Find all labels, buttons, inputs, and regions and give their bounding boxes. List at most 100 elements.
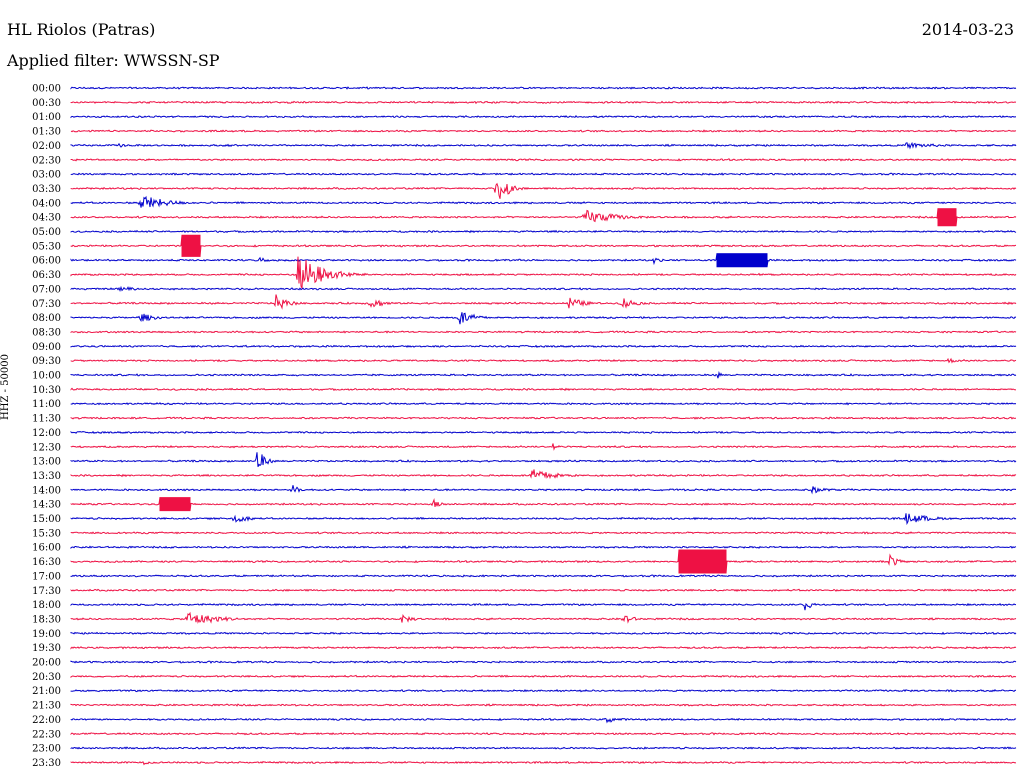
trace-row: [70, 330, 1017, 334]
row-time-label: 20:00: [32, 658, 61, 669]
date-label: 2014-03-23: [921, 20, 1014, 39]
trace-row: [70, 760, 1017, 766]
row-time-label: 19:30: [32, 643, 61, 654]
trace-row: [70, 229, 1017, 234]
row-time-label: 21:30: [32, 701, 61, 712]
trace-row: [70, 370, 1017, 379]
trace-row: [70, 545, 1017, 549]
trace-row: [70, 531, 1017, 535]
trace-row: [70, 182, 1017, 199]
trace-row: [70, 285, 1017, 292]
trace-row: [70, 256, 1017, 290]
channel-label: HHZ - 50000: [0, 354, 11, 420]
row-time-label: 13:00: [32, 457, 61, 468]
row-time-label: 18:00: [32, 600, 61, 611]
trace-row: [70, 631, 1017, 635]
row-time-label: 16:00: [32, 543, 61, 554]
trace-row: [70, 129, 1017, 133]
trace-row: [70, 100, 1017, 105]
row-time-label: 01:00: [32, 112, 61, 123]
trace-row: [70, 208, 1017, 227]
trace-row: [70, 443, 1017, 451]
row-time-label: 19:00: [32, 629, 61, 640]
row-time-label: 23:30: [32, 758, 61, 769]
trace-row: [70, 611, 1017, 624]
row-time-label: 00:00: [32, 84, 61, 95]
trace-row: [70, 344, 1017, 348]
row-time-label: 03:30: [32, 184, 61, 195]
row-time-label: 17:00: [32, 571, 61, 582]
row-time-label: 06:00: [32, 256, 61, 267]
trace-row: [70, 195, 1017, 208]
trace-row: [70, 746, 1017, 750]
trace-row: [70, 416, 1016, 420]
row-time-label: 12:00: [32, 428, 61, 439]
trace-row: [70, 485, 1017, 495]
trace-row: [70, 660, 1017, 664]
trace-row: [70, 717, 1017, 724]
row-time-label: 10:30: [32, 385, 61, 396]
trace-row: [70, 294, 1017, 310]
row-time-label: 06:30: [32, 270, 61, 281]
trace-row: [70, 549, 1017, 574]
trace-row: [70, 86, 1017, 90]
row-time-label: 20:30: [32, 672, 61, 683]
trace-row: [70, 387, 1017, 392]
row-time-label: 08:30: [32, 327, 61, 338]
row-time-label: 14:00: [32, 485, 61, 496]
row-time-label: 21:00: [32, 686, 61, 697]
row-time-label: 14:30: [32, 500, 61, 511]
trace-row: [70, 172, 1017, 176]
row-time-label: 04:30: [32, 213, 61, 224]
trace-row: [70, 401, 1017, 406]
trace-row: [70, 513, 1017, 526]
trace-row: [70, 312, 1017, 325]
trace-row: [70, 588, 1017, 592]
row-time-label: 10:00: [32, 371, 61, 382]
trace-row: [70, 141, 1017, 150]
trace-row: [70, 688, 1017, 693]
row-time-label: 11:30: [32, 414, 61, 425]
row-time-label: 07:30: [32, 299, 61, 310]
row-time-label: 23:00: [32, 744, 61, 755]
trace-row: [70, 497, 1017, 512]
trace-row: [70, 574, 1017, 578]
trace-row: [70, 732, 1017, 736]
trace-row: [70, 602, 1016, 611]
row-time-label: 02:00: [32, 141, 61, 152]
row-time-label: 05:30: [32, 241, 61, 252]
row-time-label: 09:30: [32, 356, 61, 367]
row-time-label: 15:00: [32, 514, 61, 525]
row-time-label: 18:30: [32, 614, 61, 625]
trace-row: [70, 430, 1017, 435]
row-time-label: 17:30: [32, 586, 61, 597]
row-time-label: 02:30: [32, 155, 61, 166]
trace-row: [70, 469, 1017, 480]
trace-row: [70, 674, 1017, 679]
row-time-label: 00:30: [32, 98, 61, 109]
row-time-label: 05:00: [32, 227, 61, 238]
row-time-label: 12:30: [32, 442, 61, 453]
row-time-label: 03:00: [32, 170, 61, 181]
row-time-label: 16:30: [32, 557, 61, 568]
row-time-label: 22:30: [32, 729, 61, 740]
row-time-label: 13:30: [32, 471, 61, 482]
row-time-label: 08:00: [32, 313, 61, 324]
trace-row: [70, 357, 1017, 364]
station-title: HL Riolos (Patras): [7, 20, 156, 39]
filter-label: Applied filter: WWSSN-SP: [7, 51, 220, 70]
row-time-label: 15:30: [32, 528, 61, 539]
trace-row: [70, 114, 1017, 119]
trace-row: [70, 703, 1017, 707]
trace-row: [70, 253, 1017, 268]
row-time-label: 04:00: [32, 198, 61, 209]
trace-row: [70, 234, 1017, 257]
row-time-label: 22:00: [32, 715, 61, 726]
row-time-label: 01:30: [32, 127, 61, 138]
row-time-label: 07:00: [32, 284, 61, 295]
row-time-label: 09:00: [32, 342, 61, 353]
trace-row: [70, 158, 1017, 162]
trace-row: [70, 646, 1017, 650]
row-time-label: 11:00: [32, 399, 61, 410]
